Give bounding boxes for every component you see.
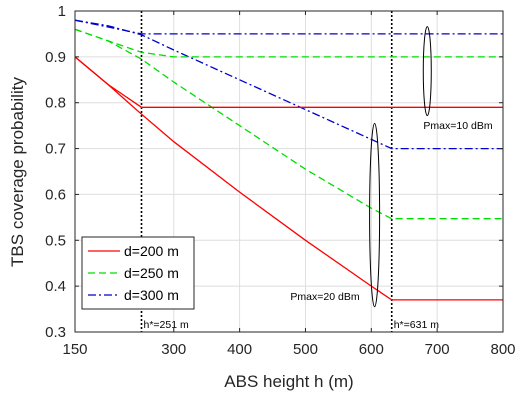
legend-label: d=300 m <box>124 287 179 303</box>
x-tick-label: 150 <box>62 341 87 358</box>
y-tick-label: 0.5 <box>45 232 66 249</box>
y-tick-label: 0.8 <box>45 95 66 112</box>
ticks: 150 300 400 500 600 700 800 0.3 0.4 0.5 0.6 0.7 0.8 0… <box>45 3 515 358</box>
series-lines <box>74 19 503 301</box>
x-axis-label: ABS height h (m) <box>224 372 353 391</box>
y-tick-label: 0.7 <box>45 141 66 158</box>
series-line <box>74 19 503 35</box>
y-tick-label: 0.3 <box>45 324 66 341</box>
x-tick-label: 800 <box>490 341 515 358</box>
y-tick-label: 1 <box>58 3 66 20</box>
x-tick-label: 500 <box>293 341 318 358</box>
legend-label: d=250 m <box>124 265 179 281</box>
annotation: Pmax=20 dBm <box>290 291 359 303</box>
annotation: Pmax=10 dBm <box>423 120 492 132</box>
y-tick-label: 0.4 <box>45 278 66 295</box>
legend: d=200 m d=250 m d=300 m <box>81 236 195 310</box>
group-ellipses <box>369 26 432 308</box>
ellipse-pmax-20 <box>369 122 381 308</box>
y-axis-label: TBS coverage probability <box>8 77 27 267</box>
series-line <box>74 56 503 108</box>
x-tick-label: 600 <box>359 341 384 358</box>
annotations: Pmax=10 dBm Pmax=20 dBm <box>290 120 492 303</box>
y-tick-label: 0.9 <box>45 49 66 66</box>
x-tick-label: 300 <box>161 341 186 358</box>
vline-label: h*=631 m <box>394 319 439 331</box>
ellipse-pmax-10 <box>422 26 432 117</box>
series-line <box>74 28 503 58</box>
vline-label: h*=251 m <box>144 319 189 331</box>
series-line <box>74 56 503 301</box>
reference-lines: h*=251 m h*=631 m <box>140 11 439 332</box>
series-line <box>74 28 503 220</box>
plot-border <box>74 10 504 333</box>
x-tick-label: 700 <box>425 341 450 358</box>
legend-label: d=200 m <box>124 243 179 259</box>
x-tick-label: 400 <box>227 341 252 358</box>
y-tick-label: 0.6 <box>45 186 66 203</box>
